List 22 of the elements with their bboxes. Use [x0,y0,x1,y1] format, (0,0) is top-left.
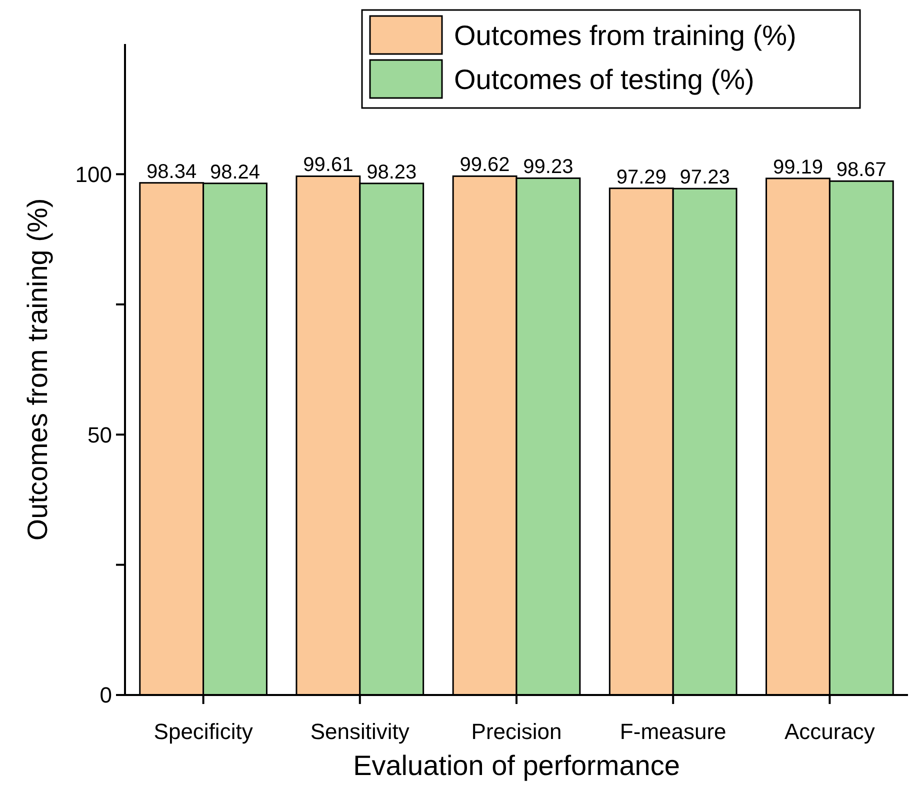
data-label: 99.23 [523,156,574,178]
data-label: 97.23 [680,166,730,189]
data-label: 98.34 [146,160,197,183]
data-label: 98.67 [836,159,886,182]
data-label: 99.61 [303,154,354,176]
y-tick-label: 0 [100,682,112,708]
y-tick-label: 100 [75,162,112,187]
y-axis-title: Outcomes from training (%) [22,198,53,541]
x-tick-label: Precision [471,719,562,744]
data-label: 99.19 [772,156,824,178]
data-label: 97.29 [616,166,666,188]
x-tick-label: Sensitivity [310,719,410,744]
x-tick-label: F-measure [620,719,726,744]
y-tick-label: 50 [88,422,112,448]
x-tick-label: Accuracy [784,719,875,744]
data-label: 98.23 [366,161,417,184]
legend-label: Outcomes of testing (%) [454,64,754,95]
data-label: 98.24 [210,161,260,184]
x-tick-label: Specificity [154,719,253,744]
data-label: 99.62 [460,154,510,176]
x-axis-title: Evaluation of performance [353,750,680,781]
legend-label: Outcomes from training (%) [454,20,796,51]
